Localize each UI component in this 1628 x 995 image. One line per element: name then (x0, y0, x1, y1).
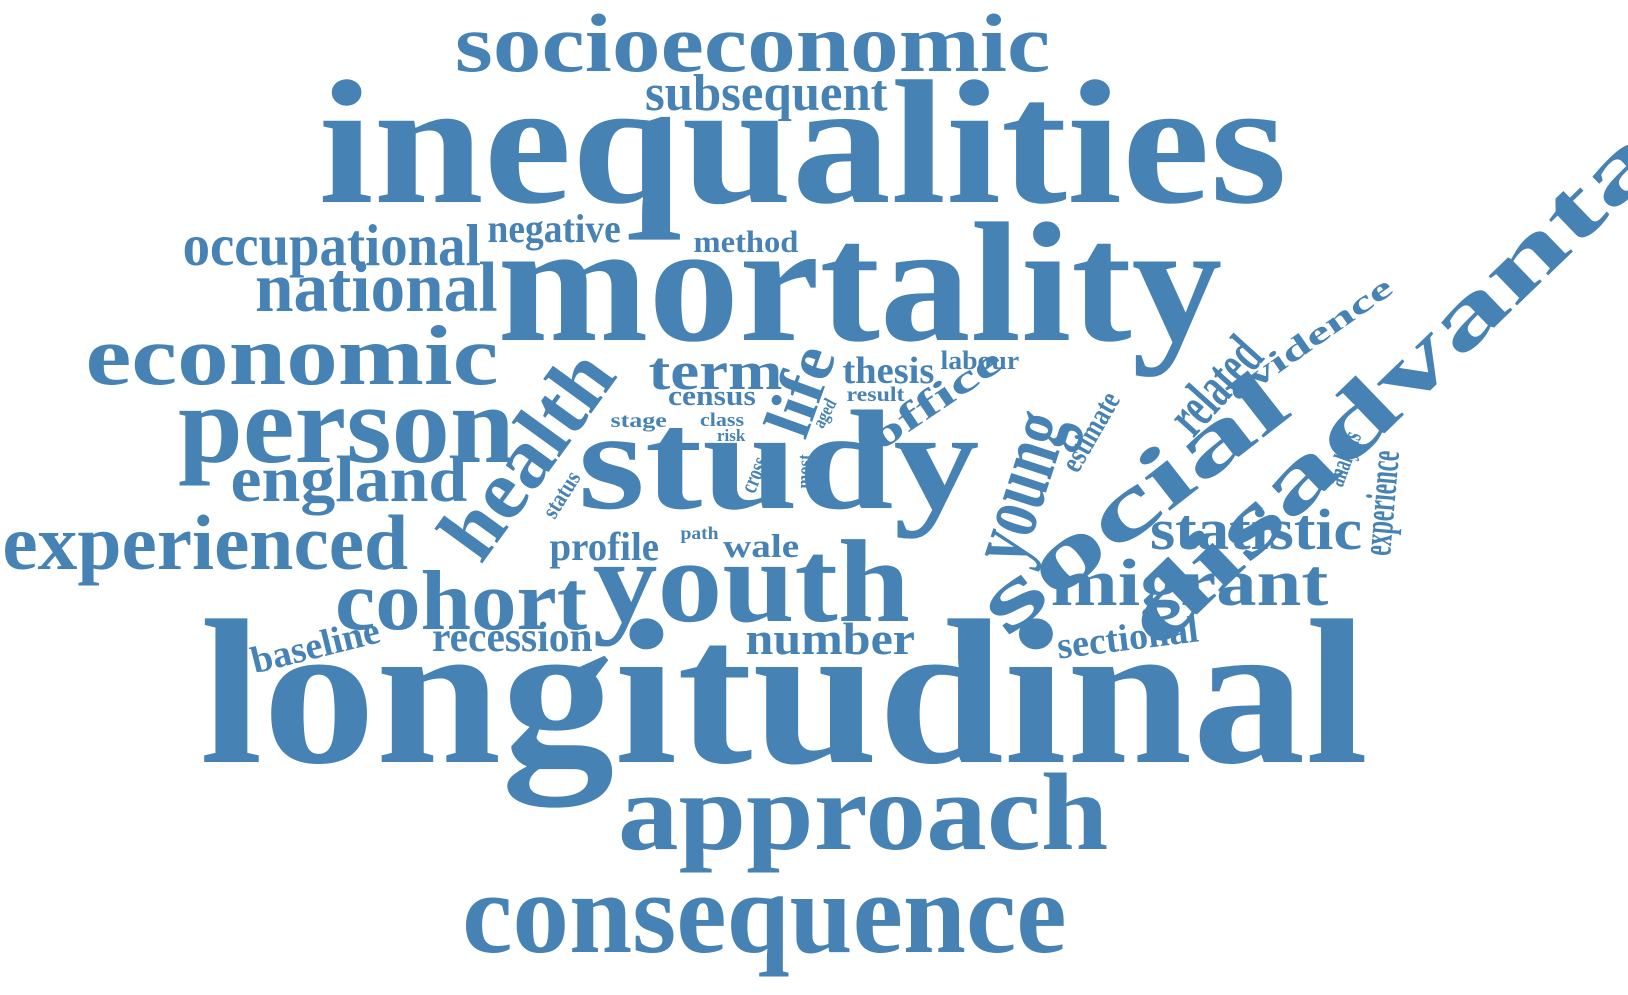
word-consequence: consequence (462, 850, 1067, 978)
word-person: person (177, 363, 515, 487)
word-labour: labour (939, 346, 1019, 375)
word-socioeconomic: socioeconomic (454, 0, 1051, 89)
word-term: term (648, 341, 782, 401)
word-mortality: mortality (496, 188, 1222, 377)
word-number: number (745, 613, 915, 664)
word-risk: risk (717, 425, 746, 445)
word-profile: profile (549, 524, 659, 569)
word-statistic: statistic (1149, 496, 1363, 562)
word-england: england (230, 443, 467, 516)
word-most: most (790, 453, 817, 489)
word-experience: experience (1353, 448, 1409, 558)
word-occupational: occupational (182, 211, 481, 278)
word-recession: recession (431, 615, 593, 661)
word-approach: approach (617, 750, 1109, 873)
word-economic: economic (84, 308, 498, 403)
word-thesis: thesis (842, 350, 934, 392)
word-negative: negative (486, 206, 621, 251)
word-stage: stage (609, 409, 667, 432)
word-subsequent: subsequent (644, 65, 888, 122)
word-cohort: cohort (334, 553, 588, 648)
word-method: method (693, 223, 798, 259)
word-youth: youth (592, 516, 910, 647)
word-national: national (254, 248, 498, 327)
word-class: class (699, 409, 745, 431)
word-experienced: experienced (1, 499, 408, 586)
word-wale: wale (722, 528, 800, 565)
word-study: study (578, 381, 980, 539)
word-migrant: migrant (1050, 546, 1328, 620)
word-result: result (846, 381, 904, 406)
word-inequalities: inequalities (318, 44, 1287, 241)
word-longitudinal: longitudinal (199, 578, 1369, 807)
word-path: path (679, 522, 719, 543)
word-census: census (668, 381, 756, 412)
